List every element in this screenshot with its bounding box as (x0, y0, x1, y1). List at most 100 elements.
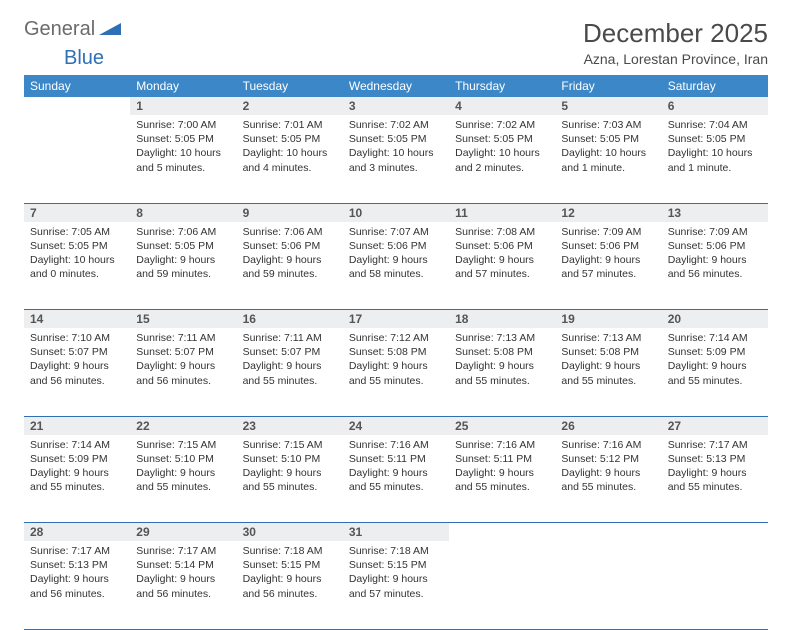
day-number-cell: 12 (555, 203, 661, 222)
day-number: 13 (662, 204, 768, 222)
day-number-cell: 23 (237, 416, 343, 435)
day-number: 9 (237, 204, 343, 222)
day-number-cell: 25 (449, 416, 555, 435)
header: General December 2025 Azna, Lorestan Pro… (24, 18, 768, 67)
day-number-cell (555, 523, 661, 542)
weekday-header: Friday (555, 75, 661, 97)
day-number: 11 (449, 204, 555, 222)
day-number: 21 (24, 417, 130, 435)
day-number-cell: 24 (343, 416, 449, 435)
day-number: 7 (24, 204, 130, 222)
day-content-cell: Sunrise: 7:08 AMSunset: 5:06 PMDaylight:… (449, 222, 555, 310)
day-text: Sunrise: 7:16 AMSunset: 5:11 PMDaylight:… (449, 435, 555, 501)
day-number-cell: 17 (343, 310, 449, 329)
day-number-cell: 3 (343, 97, 449, 115)
day-text: Sunrise: 7:14 AMSunset: 5:09 PMDaylight:… (24, 435, 130, 501)
weekday-header: Saturday (662, 75, 768, 97)
day-number: 12 (555, 204, 661, 222)
day-content-cell: Sunrise: 7:17 AMSunset: 5:13 PMDaylight:… (24, 541, 130, 629)
logo-text-general: General (24, 18, 95, 41)
day-number-row: 28293031 (24, 523, 768, 542)
day-number-cell: 11 (449, 203, 555, 222)
day-number-cell: 28 (24, 523, 130, 542)
day-content-row: Sunrise: 7:10 AMSunset: 5:07 PMDaylight:… (24, 328, 768, 416)
day-text: Sunrise: 7:04 AMSunset: 5:05 PMDaylight:… (662, 115, 768, 181)
day-content-cell: Sunrise: 7:10 AMSunset: 5:07 PMDaylight:… (24, 328, 130, 416)
day-text: Sunrise: 7:06 AMSunset: 5:05 PMDaylight:… (130, 222, 236, 288)
day-number-cell: 1 (130, 97, 236, 115)
weekday-header: Monday (130, 75, 236, 97)
day-content-row: Sunrise: 7:00 AMSunset: 5:05 PMDaylight:… (24, 115, 768, 203)
day-number-cell (24, 97, 130, 115)
day-number-cell: 9 (237, 203, 343, 222)
day-content-cell (449, 541, 555, 629)
day-number-cell: 16 (237, 310, 343, 329)
day-content-cell: Sunrise: 7:05 AMSunset: 5:05 PMDaylight:… (24, 222, 130, 310)
day-text: Sunrise: 7:16 AMSunset: 5:11 PMDaylight:… (343, 435, 449, 501)
day-content-cell: Sunrise: 7:18 AMSunset: 5:15 PMDaylight:… (343, 541, 449, 629)
title-block: December 2025 Azna, Lorestan Province, I… (583, 18, 768, 67)
day-content-row: Sunrise: 7:05 AMSunset: 5:05 PMDaylight:… (24, 222, 768, 310)
day-number-cell: 18 (449, 310, 555, 329)
day-content-cell: Sunrise: 7:15 AMSunset: 5:10 PMDaylight:… (130, 435, 236, 523)
day-content-cell: Sunrise: 7:17 AMSunset: 5:13 PMDaylight:… (662, 435, 768, 523)
day-content-cell: Sunrise: 7:16 AMSunset: 5:11 PMDaylight:… (449, 435, 555, 523)
weekday-header: Tuesday (237, 75, 343, 97)
day-number: 16 (237, 310, 343, 328)
day-number-empty (449, 523, 555, 541)
day-text: Sunrise: 7:15 AMSunset: 5:10 PMDaylight:… (130, 435, 236, 501)
day-text: Sunrise: 7:13 AMSunset: 5:08 PMDaylight:… (449, 328, 555, 394)
day-text: Sunrise: 7:01 AMSunset: 5:05 PMDaylight:… (237, 115, 343, 181)
day-number-cell: 6 (662, 97, 768, 115)
day-content-cell: Sunrise: 7:18 AMSunset: 5:15 PMDaylight:… (237, 541, 343, 629)
day-content-cell: Sunrise: 7:03 AMSunset: 5:05 PMDaylight:… (555, 115, 661, 203)
day-number: 6 (662, 97, 768, 115)
logo: General (24, 18, 123, 41)
day-content-cell: Sunrise: 7:09 AMSunset: 5:06 PMDaylight:… (662, 222, 768, 310)
day-text (555, 541, 661, 550)
day-text: Sunrise: 7:11 AMSunset: 5:07 PMDaylight:… (237, 328, 343, 394)
day-number: 24 (343, 417, 449, 435)
day-text: Sunrise: 7:02 AMSunset: 5:05 PMDaylight:… (449, 115, 555, 181)
logo-text-blue: Blue (64, 47, 104, 70)
location-label: Azna, Lorestan Province, Iran (583, 51, 768, 67)
day-text: Sunrise: 7:07 AMSunset: 5:06 PMDaylight:… (343, 222, 449, 288)
day-number: 28 (24, 523, 130, 541)
day-number: 8 (130, 204, 236, 222)
day-number: 1 (130, 97, 236, 115)
day-number-empty (24, 97, 130, 115)
day-number-cell: 15 (130, 310, 236, 329)
day-text: Sunrise: 7:18 AMSunset: 5:15 PMDaylight:… (343, 541, 449, 607)
day-number: 25 (449, 417, 555, 435)
day-content-cell: Sunrise: 7:11 AMSunset: 5:07 PMDaylight:… (237, 328, 343, 416)
day-number: 30 (237, 523, 343, 541)
day-content-cell: Sunrise: 7:02 AMSunset: 5:05 PMDaylight:… (449, 115, 555, 203)
day-content-cell: Sunrise: 7:12 AMSunset: 5:08 PMDaylight:… (343, 328, 449, 416)
weekday-header: Sunday (24, 75, 130, 97)
day-content-cell (555, 541, 661, 629)
day-number-cell: 8 (130, 203, 236, 222)
day-number: 29 (130, 523, 236, 541)
calendar-table: SundayMondayTuesdayWednesdayThursdayFrid… (24, 75, 768, 630)
day-number-row: 123456 (24, 97, 768, 115)
day-number-cell (662, 523, 768, 542)
day-number-cell: 29 (130, 523, 236, 542)
day-number: 18 (449, 310, 555, 328)
day-text: Sunrise: 7:17 AMSunset: 5:13 PMDaylight:… (662, 435, 768, 501)
day-number-cell: 31 (343, 523, 449, 542)
day-content-cell: Sunrise: 7:14 AMSunset: 5:09 PMDaylight:… (662, 328, 768, 416)
weekday-header-row: SundayMondayTuesdayWednesdayThursdayFrid… (24, 75, 768, 97)
day-text: Sunrise: 7:05 AMSunset: 5:05 PMDaylight:… (24, 222, 130, 288)
day-text: Sunrise: 7:17 AMSunset: 5:13 PMDaylight:… (24, 541, 130, 607)
day-content-cell: Sunrise: 7:00 AMSunset: 5:05 PMDaylight:… (130, 115, 236, 203)
day-content-row: Sunrise: 7:17 AMSunset: 5:13 PMDaylight:… (24, 541, 768, 629)
day-text: Sunrise: 7:09 AMSunset: 5:06 PMDaylight:… (662, 222, 768, 288)
day-number-cell: 27 (662, 416, 768, 435)
day-text: Sunrise: 7:03 AMSunset: 5:05 PMDaylight:… (555, 115, 661, 181)
day-number-cell: 30 (237, 523, 343, 542)
day-number: 5 (555, 97, 661, 115)
day-text (449, 541, 555, 550)
day-number-cell: 2 (237, 97, 343, 115)
day-number: 22 (130, 417, 236, 435)
day-text: Sunrise: 7:15 AMSunset: 5:10 PMDaylight:… (237, 435, 343, 501)
